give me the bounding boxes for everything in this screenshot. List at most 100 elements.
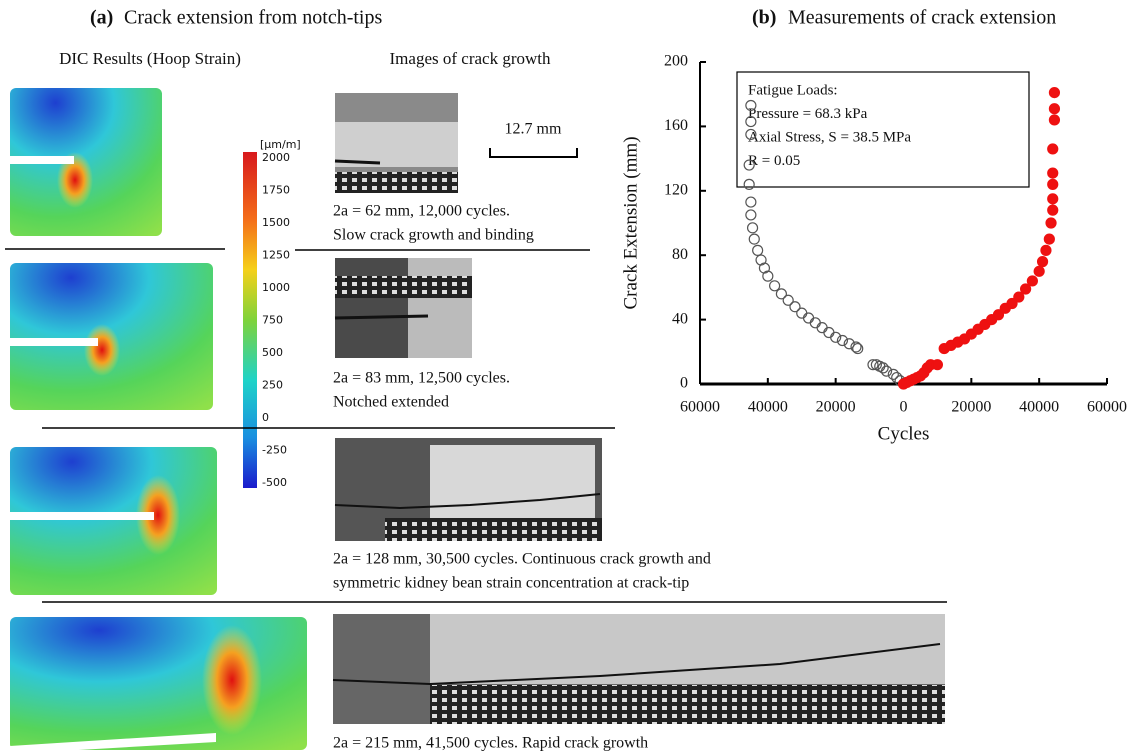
x-tick-label: 40000 [1019,399,1059,416]
data-point [931,359,944,371]
column-header: DIC Results (Hoop Strain) [59,49,241,68]
data-point [816,322,828,334]
data-point [1033,265,1045,277]
data-point [1047,178,1059,190]
data-point [823,326,835,339]
data-point [1048,86,1061,99]
y-tick-label: 120 [664,181,688,198]
data-point [755,254,767,266]
photo [332,614,945,724]
colorbar-tick-label: 0 [262,411,269,424]
photo [334,438,602,541]
colorbar-unit: [µm/m] [260,138,301,151]
data-point [836,334,849,347]
colorbar-tick-label: 1000 [262,281,290,294]
caption: 2a = 62 mm, 12,000 cycles. [333,203,510,220]
colorbar-tick-label: -250 [262,444,287,457]
x-tick-label: 0 [900,399,908,416]
annotation-box [736,71,1030,188]
dic-map [10,617,307,754]
data-point [852,342,864,355]
colorbar-tick-label: 2000 [262,151,290,164]
data-point [1047,143,1059,155]
data-point [782,294,794,306]
column-header: Images of crack growth [390,49,551,68]
y-tick-label: 160 [664,117,688,134]
scale-label: 12.7 mm [505,121,562,138]
x-tick-label: 40000 [748,399,788,416]
colorbar-tick-label: -500 [262,476,287,489]
data-point [769,280,781,292]
x-tick-label: 60000 [680,399,720,416]
colorbar-tick-label: 750 [262,314,283,327]
data-point [745,128,757,141]
data-point [789,301,801,313]
data-point [1019,283,1032,295]
colorbar: [µm/m] 2000 1750 1500 1250 1000 750 500 250 0 -25… [243,138,301,489]
colorbar-tick-label: 500 [262,346,283,359]
data-point [745,99,757,112]
data-point [870,359,882,371]
data-point [867,359,879,371]
x-tick-label: 20000 [816,399,856,416]
caption: 2a = 128 mm, 30,500 cycles. Continuous c… [333,551,711,568]
data-point [843,338,855,350]
data-point [887,368,899,380]
panel-label: (b) [752,7,776,29]
chart-title: Measurements of crack extension [788,7,1056,29]
data-point [748,233,760,245]
data-point [745,115,757,128]
y-axis-label: Crack Extension (mm) [620,136,641,309]
data-point [1006,297,1018,310]
data-point [1036,256,1049,268]
y-tick-label: 200 [664,53,688,70]
data-point [1047,167,1059,179]
data-point [796,307,808,319]
data-point [1026,275,1038,287]
caption: symmetric kidney bean strain concentrati… [333,575,689,592]
colorbar-tick-label: 1750 [262,184,290,197]
data-point [1013,291,1025,303]
x-tick-label: 20000 [951,399,991,416]
colorbar-tick-label: 1250 [262,249,290,262]
y-tick-label: 40 [672,310,688,327]
data-point [775,288,788,300]
data-point [743,159,755,171]
photo [334,93,458,193]
caption: 2a = 215 mm, 41,500 cycles. Rapid crack … [333,735,648,752]
annotation: Fatigue Loads: [748,82,838,98]
dic-map [10,263,213,410]
dic-map [10,88,162,236]
data-point [1043,233,1055,245]
data-point [850,341,862,353]
data-point [1048,114,1061,126]
data-point [891,371,903,384]
caption: Notched extended [333,394,449,411]
data-point [809,317,821,329]
panel-label: (a) [90,7,113,29]
annotation: Pressure = 68.3 kPa [748,106,868,122]
separators [5,248,947,603]
data-point [1047,193,1059,205]
data-point [752,244,764,256]
data-point [1040,244,1052,256]
x-tick-label: 60000 [1087,399,1127,416]
x-axis-label: Cycles [878,423,930,444]
data-point [746,222,759,234]
caption: Slow crack growth and binding [333,227,534,244]
data-point [1048,103,1061,115]
dic-map [10,447,217,595]
caption: 2a = 83 mm, 12,500 cycles. [333,370,510,387]
panel-title: Crack extension from notch-tips [124,7,382,29]
data-point [745,209,757,221]
photo [334,258,472,358]
scale-bar [489,148,578,158]
annotation: Axial Stress, S = 38.5 MPa [748,129,911,145]
y-tick-label: 0 [680,375,688,392]
data-point [1045,217,1057,229]
data-point [992,309,1005,321]
data-point [745,196,757,208]
colorbar-tick-label: 1500 [262,216,290,229]
